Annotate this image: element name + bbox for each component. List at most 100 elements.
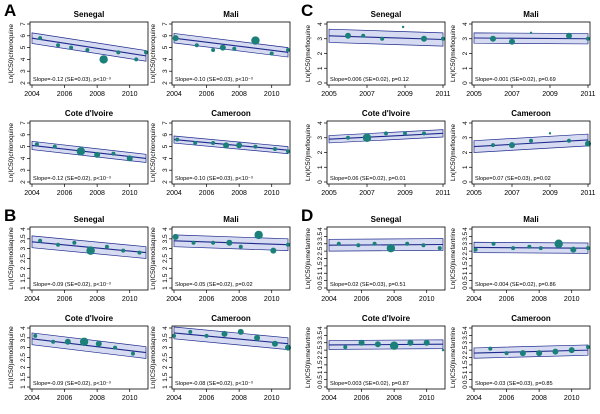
x-tick-label: 2010 xyxy=(419,296,435,303)
x-tick-label: 2005 xyxy=(321,91,337,98)
y-tick-label: 1 xyxy=(20,385,27,389)
y-tick-label: 3 xyxy=(162,246,169,250)
y-tick-label: 2 xyxy=(162,266,169,270)
chart-title: Cameroon xyxy=(511,109,551,118)
slope-annotation: Slope=0.06 (SE=0.02), p=0.01 xyxy=(330,176,406,182)
x-tick-label: 2006 xyxy=(199,296,215,303)
x-tick-label: 2004 xyxy=(321,395,337,402)
chart-panel-1: A Senegal 2004 2006 2008 2010 2 3 4 5 6 7 Ln(IC50)ch… xyxy=(4,1,149,98)
data-point xyxy=(254,334,261,341)
x-tick-label: 2006 xyxy=(499,296,515,303)
y-tick-label: 2.5 xyxy=(462,345,469,354)
y-axis-label: Ln(IC50)chloroquine xyxy=(8,123,15,182)
y-tick-label: 3 xyxy=(317,37,324,41)
y-tick-label: 0 xyxy=(462,180,469,184)
y-tick-label: 1 xyxy=(317,370,324,374)
y-tick-label: 3 xyxy=(317,136,324,140)
x-tick-label: 2006 xyxy=(199,395,215,402)
data-point xyxy=(519,350,526,357)
x-tick-label: 2004 xyxy=(466,296,482,303)
chart-panel-16: Cameroon 2004 2006 2008 2010 00.511.522.53 3.5… xyxy=(450,314,591,402)
y-tick-label: 1 xyxy=(162,385,169,389)
data-point xyxy=(568,347,575,354)
y-tick-label: 1.5 xyxy=(462,261,469,270)
y-tick-label: 0 xyxy=(317,81,324,85)
x-tick-label: 2005 xyxy=(466,91,482,98)
data-point xyxy=(538,246,543,251)
data-point xyxy=(56,43,61,48)
data-point xyxy=(423,339,430,346)
regression-line xyxy=(31,37,147,57)
y-tick-label: 3.5 xyxy=(462,330,469,339)
y-tick-label: 2 xyxy=(462,355,469,359)
x-tick-label: 2008 xyxy=(386,395,402,402)
data-point xyxy=(172,233,179,240)
slope-annotation: Slope=0.003 (SE=0.02), p=0.87 xyxy=(330,381,409,387)
x-tick-label: 2010 xyxy=(564,395,580,402)
y-axis-label: Ln(IC50)lumefantrine xyxy=(305,228,312,289)
x-tick-label: 2009 xyxy=(397,91,413,98)
chart-panel-9: B Senegal 2004 2006 2008 2010 1 1.5 2 2.5 3 3.5 4 Ln(… xyxy=(4,206,149,303)
data-point xyxy=(253,144,258,149)
data-point xyxy=(441,348,445,352)
y-tick-label: 6 xyxy=(20,133,27,137)
x-tick-label: 2010 xyxy=(122,296,138,303)
y-axis-label: Ln(IC50)lumefantrine xyxy=(450,327,457,388)
y-tick-label: 3 xyxy=(20,246,27,250)
x-tick-label: 2007 xyxy=(359,91,375,98)
y-axis-label: Ln(IC50)chloroquine xyxy=(150,123,157,182)
data-point xyxy=(336,241,341,246)
x-tick-label: 2009 xyxy=(397,190,413,197)
data-point xyxy=(504,351,509,356)
y-tick-label: 7 xyxy=(162,22,169,26)
x-tick-label: 2004 xyxy=(24,296,40,303)
y-tick-label: 0 xyxy=(317,286,324,290)
data-point xyxy=(236,142,243,149)
y-tick-label: 0 xyxy=(462,81,469,85)
y-tick-label: 3 xyxy=(317,242,324,246)
y-tick-label: 2 xyxy=(317,256,324,260)
y-tick-label: 2 xyxy=(317,355,324,359)
y-tick-label: 0.5 xyxy=(462,276,469,285)
x-tick-label: 2004 xyxy=(166,395,182,402)
y-tick-label: 4 xyxy=(162,326,169,330)
x-tick-label: 2008 xyxy=(89,190,105,197)
data-point xyxy=(473,247,478,252)
y-tick-label: 4 xyxy=(20,326,27,330)
data-point xyxy=(72,240,77,245)
plot-frame xyxy=(29,120,149,185)
chart-panel-12: Cameroon 2004 2006 2008 2010 1 1.5 2 2.5 3 3.5 4 Ln(… xyxy=(150,314,291,402)
data-point xyxy=(403,131,407,136)
data-point xyxy=(111,151,116,156)
regression-line xyxy=(31,338,147,354)
plot-frame xyxy=(171,21,291,86)
data-point xyxy=(194,43,199,48)
y-tick-label: 4 xyxy=(462,326,469,330)
data-point xyxy=(570,246,577,253)
y-tick-label: 3 xyxy=(162,69,169,73)
y-tick-label: 1 xyxy=(317,165,324,169)
data-point xyxy=(527,244,532,249)
y-axis-label: Ln(IC50)mefloquine xyxy=(305,25,312,82)
data-point xyxy=(421,35,427,42)
slope-annotation: Slope=-0.12 (SE=0.02), p<10⁻³ xyxy=(33,176,111,182)
y-tick-label: 3.5 xyxy=(20,234,27,243)
y-tick-label: 2.5 xyxy=(317,345,324,354)
y-tick-label: 2.5 xyxy=(20,353,27,362)
chart-title: Mali xyxy=(223,10,239,19)
plot-frame xyxy=(326,226,446,291)
chart-panel-6: Mali 2005 2007 2009 2011 0 1 2 3 4 Ln(IC50)mefloqu… xyxy=(450,10,596,98)
y-tick-label: 1 xyxy=(462,66,469,70)
chart-title: Cameroon xyxy=(211,314,251,323)
x-tick-label: 2008 xyxy=(89,91,105,98)
y-tick-label: 3 xyxy=(462,341,469,345)
data-point xyxy=(86,246,95,255)
x-tick-label: 2007 xyxy=(504,91,520,98)
plot-frame xyxy=(171,120,291,185)
data-point xyxy=(104,244,109,249)
data-point xyxy=(172,333,176,338)
data-point xyxy=(34,142,39,147)
data-point xyxy=(126,155,133,162)
slope-annotation: Slope=-0.001 (SE=0.02), p=0.69 xyxy=(475,77,556,83)
data-point xyxy=(346,135,350,140)
